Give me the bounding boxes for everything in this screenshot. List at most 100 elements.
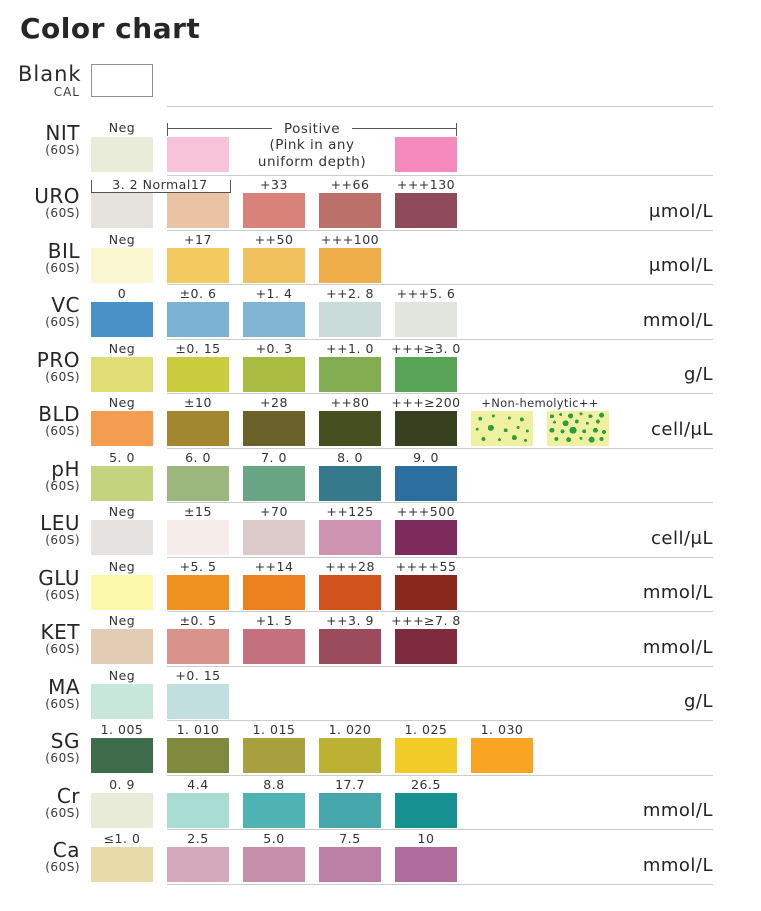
color-swatch <box>167 574 229 610</box>
row-label-block: Cr (60S) <box>0 785 80 820</box>
analyte-time: (60S) <box>45 805 80 820</box>
unit-label: mmol/L <box>642 854 713 876</box>
analyte-name: pH <box>51 456 80 481</box>
color-swatch <box>243 193 305 228</box>
unit-label: cell/μL <box>650 527 713 549</box>
row-NIT: NIT (60S) Neg Positive (Pink in any uniform d… <box>0 106 761 176</box>
color-swatch <box>243 465 305 501</box>
value-label: 6. 0 <box>185 449 211 465</box>
value-label: ++50 <box>254 231 294 247</box>
color-swatch <box>91 465 153 501</box>
value-label: 7.5 <box>339 831 361 846</box>
value-label: ±10 <box>184 395 212 410</box>
color-swatch <box>167 683 229 719</box>
value-label: 1. 030 <box>480 722 524 737</box>
color-swatch <box>395 792 457 828</box>
row-label-block: BLD (60S) <box>0 403 80 438</box>
row-label-block: NIT (60S) <box>0 122 80 157</box>
value-label: 8. 0 <box>337 449 363 465</box>
color-swatch <box>319 629 381 664</box>
row-KET: KET (60S) Neg ±0. 5 +1. 5 ++3. 9 +++≥7. 8 mmol/… <box>0 612 761 667</box>
value-label: 5. 0 <box>109 449 135 465</box>
row-BLD: BLD (60S) Neg ±10 +28 ++80 +++≥200 +Non-hemolyt… <box>0 394 761 449</box>
color-swatch <box>319 411 381 446</box>
positive-bracket-tick-left <box>167 123 168 136</box>
value-label: +1. 4 <box>255 286 293 301</box>
analyte-time: (60S) <box>45 696 80 711</box>
color-swatch <box>167 247 229 283</box>
analyte-name: VC <box>51 293 80 317</box>
blank-cal-swatch <box>91 64 153 97</box>
value-label: +17 <box>184 231 212 247</box>
color-swatch <box>471 738 533 773</box>
analyte-name: Ca <box>52 838 80 862</box>
color-swatch <box>167 356 229 392</box>
color-swatch <box>167 193 229 228</box>
color-swatch <box>91 356 153 392</box>
value-label: +28 <box>260 395 288 410</box>
color-swatch <box>91 629 153 664</box>
positive-caption-line1: (Pink in any <box>269 137 355 153</box>
row-LEU: LEU (60S) Neg ±15 +70 ++125 +++500 cell/μL <box>0 503 761 558</box>
color-swatch <box>319 847 381 882</box>
value-label: ±0. 5 <box>179 613 217 628</box>
color-swatch <box>395 137 457 172</box>
analyte-name: BIL <box>47 238 80 263</box>
color-swatch <box>395 193 457 228</box>
value-label: ±0. 15 <box>175 340 221 356</box>
unit-label: g/L <box>683 364 713 385</box>
row-label-block: BIL (60S) <box>0 240 80 275</box>
analyte-time: (60S) <box>45 642 80 656</box>
color-swatch <box>91 738 153 773</box>
color-swatch <box>395 302 457 337</box>
color-swatch <box>167 629 229 664</box>
value-label: 1. 020 <box>328 722 372 737</box>
color-swatch <box>91 683 153 719</box>
value-label: Neg <box>108 231 136 247</box>
color-swatch <box>243 847 305 882</box>
analyte-time: (60S) <box>45 206 80 220</box>
unit-label: cell/μL <box>650 418 713 440</box>
value-label: +++130 <box>396 177 456 192</box>
color-swatch <box>167 792 229 828</box>
unit-label: mmol/L <box>642 582 713 603</box>
analyte-name: BLD <box>38 402 80 426</box>
color-swatch <box>319 574 381 610</box>
color-swatch <box>91 574 153 610</box>
positive-bracket-line: Positive <box>167 121 457 137</box>
analyte-time: (60S) <box>45 260 80 275</box>
color-swatch <box>243 411 305 446</box>
color-swatch <box>91 302 153 337</box>
row-label-block: GLU (60S) <box>0 567 80 602</box>
analyte-name: PRO <box>36 347 80 372</box>
row-label-block: KET (60S) <box>0 621 80 656</box>
color-swatch <box>91 137 153 172</box>
analyte-time: (60S) <box>45 369 80 384</box>
row-label-block: URO (60S) <box>0 185 80 220</box>
row-MA: MA (60S) Neg +0. 15 g/L <box>0 667 761 722</box>
value-label: 8.8 <box>263 776 285 792</box>
non-hemolytic-label: +Non-hemolytic++ <box>481 396 599 410</box>
analyte-time: (60S) <box>45 143 80 157</box>
row-GLU: GLU (60S) Neg +5. 5 ++14 +++28 ++++55 mmol/L <box>0 558 761 613</box>
analyte-time: (60S) <box>45 751 80 765</box>
row-label-block: PRO (60S) <box>0 349 80 384</box>
analyte-name: LEU <box>40 511 80 535</box>
value-label: 5.0 <box>263 831 285 846</box>
color-swatch <box>91 847 153 882</box>
color-swatch <box>243 792 305 828</box>
analyte-time: (60S) <box>45 587 80 602</box>
color-swatch <box>91 193 153 228</box>
positive-label: Positive <box>271 121 353 137</box>
row-pH: pH (60S) 5. 0 6. 0 7. 0 8. 0 9. 0 <box>0 449 761 504</box>
color-swatch <box>395 356 457 392</box>
value-label: +70 <box>260 504 288 519</box>
color-swatch <box>395 738 457 773</box>
color-swatch <box>395 847 457 882</box>
color-swatch <box>243 356 305 392</box>
blank-label: Blank <box>18 62 82 86</box>
color-swatch <box>167 520 229 555</box>
unit-label: mmol/L <box>642 636 713 658</box>
color-swatch <box>319 247 381 283</box>
speckled-swatch <box>471 411 533 446</box>
